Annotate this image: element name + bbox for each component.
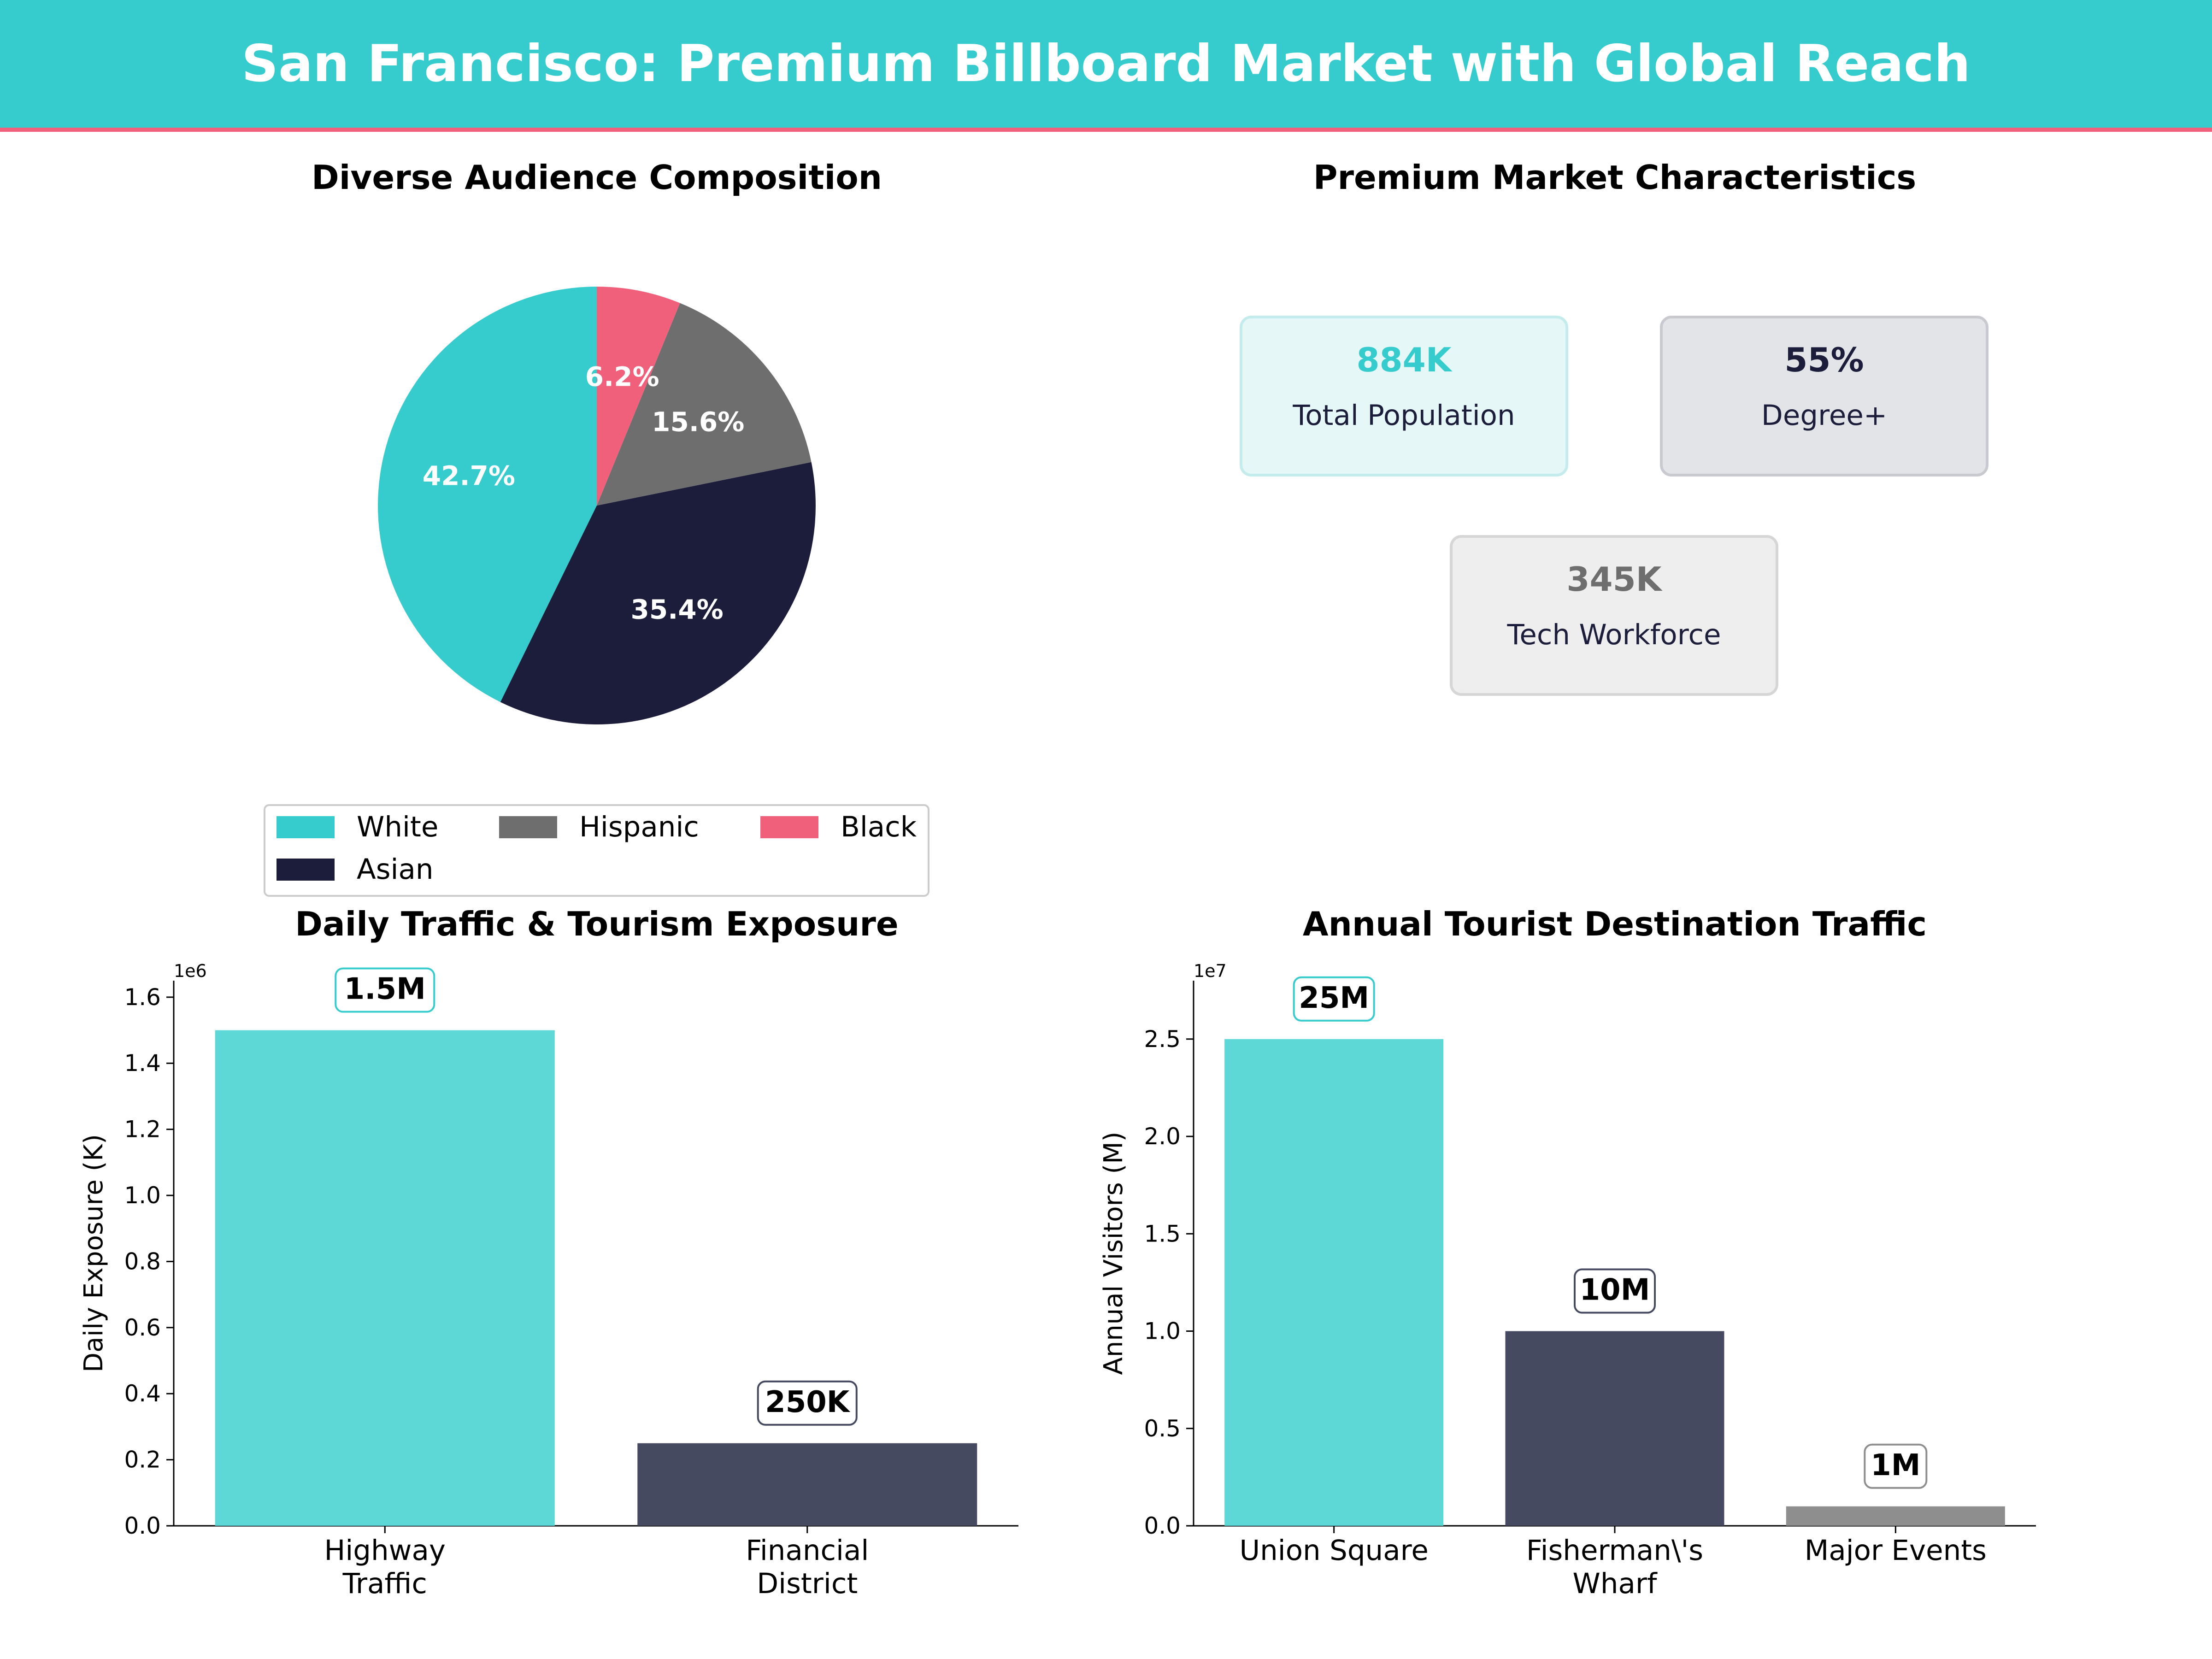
x-tick-label-line: District: [757, 1567, 858, 1600]
value-label: 250K: [765, 1385, 851, 1419]
y-tick-label: 1.2: [124, 1116, 161, 1143]
pie-title: Diverse Audience Composition: [312, 158, 882, 197]
kpi-card: 884K Total Population: [1240, 316, 1568, 477]
kpi-label: Tech Workforce: [1506, 618, 1721, 651]
kpi-label: Degree+: [1761, 399, 1887, 432]
value-label-box: [1574, 1268, 1656, 1314]
x-tick-label-line: Union Square: [1239, 1534, 1428, 1567]
bar-1: [1505, 1331, 1724, 1526]
kpi-card-box: [1660, 316, 1988, 477]
pie-slice-asian: [500, 462, 816, 725]
x-tick-label-line: Fisherman\'s: [1526, 1534, 1703, 1567]
bar-title: Daily Traffic & Tourism Exposure: [295, 905, 898, 943]
value-label-box: [1864, 1443, 1928, 1489]
kpi-value: 884K: [1356, 341, 1452, 379]
kpi-card-box: [1450, 535, 1778, 696]
value-label-box: [335, 967, 435, 1013]
y-tick-label: 2.5: [1144, 1026, 1181, 1053]
bar-2: [1786, 1506, 2005, 1526]
y-tick-label: 1.0: [1144, 1318, 1181, 1345]
value-label-box: [757, 1380, 858, 1426]
x-tick-label: Major Events: [1805, 1534, 1987, 1567]
bar-chart-2: Daily Traffic & Tourism Exposure 1e6 0.0 0.…: [79, 905, 1018, 1600]
bar-1: [637, 1443, 977, 1526]
kpi-card: 55% Degree+: [1660, 316, 1988, 477]
y-tick-label: 0.8: [124, 1248, 161, 1275]
y-axis-label: Annual Visitors (M): [1099, 1131, 1129, 1375]
pie-label-black: 6.2%: [585, 361, 659, 392]
legend-swatch-white: [276, 816, 335, 838]
pie-label-white: 42.7%: [423, 460, 515, 492]
x-tick-label-line: Highway: [324, 1534, 446, 1567]
legend-label-hispanic: Hispanic: [579, 811, 699, 843]
offset-label: 1e6: [174, 961, 207, 981]
x-tick-label-line: Financial: [746, 1534, 869, 1567]
y-tick-label: 1.5: [1144, 1220, 1181, 1247]
kpi-label: Total Population: [1292, 399, 1515, 432]
y-tick-label: 1.6: [124, 984, 161, 1011]
x-tick-label: Financial District: [746, 1534, 869, 1600]
x-tick-label: Union Square: [1239, 1534, 1428, 1567]
x-tick-label-line: Wharf: [1573, 1567, 1658, 1600]
pie-legend: White Asian Hispanic Black: [264, 804, 930, 897]
title-banner: San Francisco: Premium Billboard Market …: [0, 0, 2212, 132]
value-label: 1M: [1871, 1448, 1920, 1483]
legend-swatch-black: [760, 816, 818, 838]
legend-label-black: Black: [841, 811, 917, 843]
legend-swatch-asian: [276, 859, 335, 881]
pie-chart: Diverse Audience Composition 42.7% 35.4% 15…: [264, 158, 930, 897]
legend-label-asian: Asian: [357, 853, 434, 886]
pie-slice-hispanic: [597, 303, 812, 506]
pie-label-hispanic: 15.6%: [652, 406, 744, 438]
value-label-box: [1293, 976, 1375, 1022]
kpi-card-box: [1240, 316, 1568, 477]
value-label: 25M: [1299, 981, 1369, 1015]
y-tick-label: 1.4: [124, 1050, 161, 1077]
kpi-panel: Premium Market Characteristics 884K Total …: [1240, 158, 1988, 696]
legend-swatch-hispanic: [499, 816, 557, 838]
kpi-card: 345K Tech Workforce: [1450, 535, 1778, 696]
y-tick-label: 0.4: [124, 1380, 161, 1407]
bar-0: [215, 1030, 555, 1526]
value-label: 10M: [1580, 1273, 1650, 1307]
pie-label-asian: 35.4%: [631, 594, 724, 625]
bar-0: [1224, 1039, 1444, 1526]
x-tick-label: Highway Traffic: [324, 1534, 446, 1600]
pie-slice-black: [597, 287, 680, 506]
kpi-value: 345K: [1566, 560, 1662, 599]
page-title: San Francisco: Premium Billboard Market …: [241, 34, 1971, 94]
y-tick-label: 0.0: [1144, 1512, 1181, 1539]
kpi-title: Premium Market Characteristics: [1313, 158, 1917, 197]
y-tick-label: 1.0: [124, 1182, 161, 1209]
y-tick-label: 0.6: [124, 1314, 161, 1341]
offset-label: 1e7: [1194, 961, 1227, 981]
legend-label-white: White: [357, 811, 438, 843]
y-tick-label: 0.5: [1144, 1415, 1181, 1442]
y-tick-label: 2.0: [1144, 1123, 1181, 1150]
value-label: 1.5M: [344, 972, 426, 1006]
bar-chart-3: Annual Tourist Destination Traffic 1e7 0.0…: [1099, 905, 2036, 1600]
y-tick-label: 0.0: [124, 1512, 161, 1539]
pie-slice-white: [377, 287, 597, 702]
y-axis-label: Daily Exposure (K): [79, 1134, 109, 1372]
kpi-value: 55%: [1784, 341, 1864, 379]
bar-title: Annual Tourist Destination Traffic: [1303, 905, 1927, 943]
x-tick-label-line: Major Events: [1805, 1534, 1987, 1567]
x-tick-label-line: Traffic: [342, 1567, 427, 1600]
y-tick-label: 0.2: [124, 1447, 161, 1473]
x-tick-label: Fisherman\'s Wharf: [1526, 1534, 1703, 1600]
